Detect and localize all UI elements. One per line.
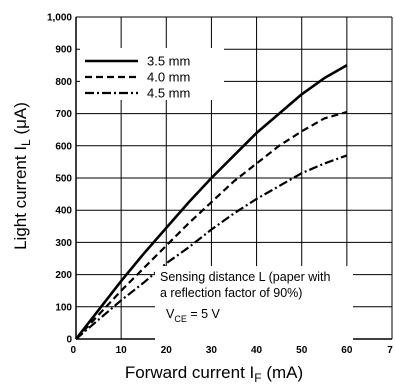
x-axis-label-sub: F <box>254 371 261 385</box>
series-line-4-0-mm <box>75 110 348 340</box>
legend: 3.5 mm4.0 mm4.5 mm <box>80 48 224 101</box>
x-tick-label: 20 <box>161 345 173 356</box>
y-axis-label-unit: (μA) <box>11 102 30 139</box>
x-tick-label: 40 <box>251 345 263 356</box>
x-tick-label: 10 <box>116 345 128 356</box>
y-tick-label: 1,000 <box>47 13 72 24</box>
x-axis-label-main: Forward current I <box>125 363 254 382</box>
y-tick-label: 500 <box>55 174 72 185</box>
y-tick-label: 300 <box>55 238 72 249</box>
y-axis-label-main: Light current I <box>11 146 30 250</box>
y-tick-label: 700 <box>55 109 72 120</box>
annotation-line-2: a reflection factor of 90%) <box>160 286 302 300</box>
x-tick-label: 7 <box>387 345 393 356</box>
x-tick-label: 60 <box>341 345 353 356</box>
annotation-line-3: VCE = 5 V <box>166 307 221 324</box>
series-line-3-5-mm <box>74 64 348 340</box>
y-tick-label: 800 <box>55 77 72 88</box>
x-axis-label: Forward current IF (mA) <box>125 363 303 385</box>
legend-label: 3.5 mm <box>147 54 190 69</box>
annotation-v-value: = 5 V <box>187 307 221 321</box>
y-axis-label-sub: L <box>19 139 33 146</box>
legend-label: 4.0 mm <box>147 70 190 85</box>
annotation-v: V <box>166 307 175 321</box>
x-axis-label-unit: (mA) <box>262 363 304 382</box>
annotation-v-sub: CE <box>174 314 187 324</box>
y-tick-label: 0 <box>66 335 72 346</box>
y-tick-label: 600 <box>55 141 72 152</box>
annotation-background <box>155 266 353 340</box>
annotation: Sensing distance L (paper with a reflect… <box>155 266 353 340</box>
x-tick-label: 0 <box>70 345 76 356</box>
legend-background <box>80 48 224 100</box>
annotation-line-1: Sensing distance L (paper with <box>160 270 331 284</box>
x-tick-label: 30 <box>206 345 218 356</box>
x-tick-label: 50 <box>296 345 308 356</box>
y-tick-label: 400 <box>55 206 72 217</box>
y-tick-label: 100 <box>55 302 72 313</box>
series-lines <box>74 64 348 340</box>
y-axis-label: Light current IL (μA) <box>11 102 33 250</box>
y-tick-label: 900 <box>55 45 72 56</box>
series-line-4-5-mm <box>75 154 348 340</box>
legend-label: 4.5 mm <box>147 86 190 101</box>
y-tick-label: 200 <box>55 270 72 281</box>
y-tick-labels: 0 100 200 300 400 500 600 700 800 900 1,000 <box>47 13 72 346</box>
x-tick-labels: 0 10 20 30 40 50 60 7 <box>70 345 393 356</box>
